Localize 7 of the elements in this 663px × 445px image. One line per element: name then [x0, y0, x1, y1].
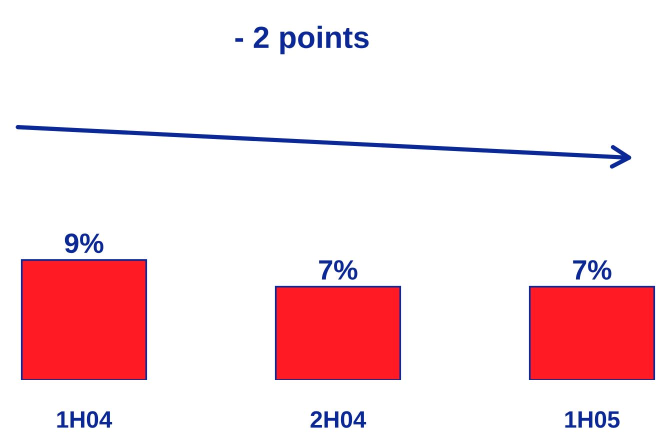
- x-tick-label: 2H04: [310, 411, 366, 428]
- chart-title: - 2 points: [235, 26, 369, 54]
- data-label: 7%: [573, 260, 612, 280]
- data-label: 9%: [64, 233, 104, 254]
- x-tick-label: 1H05: [565, 411, 620, 428]
- x-tick-label: 1H04: [57, 411, 112, 428]
- data-label: 7%: [319, 260, 358, 280]
